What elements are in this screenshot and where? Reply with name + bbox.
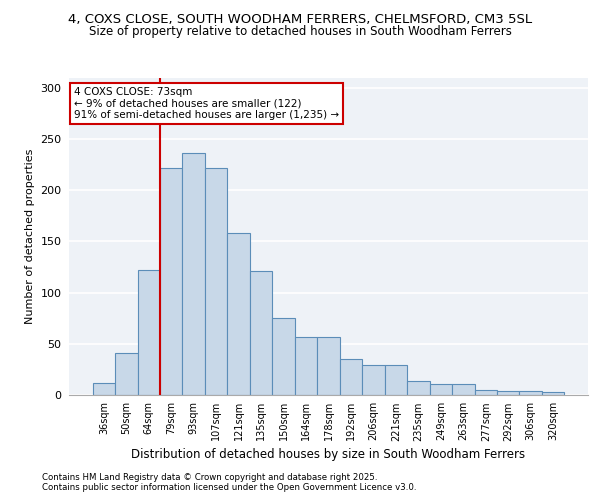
X-axis label: Distribution of detached houses by size in South Woodham Ferrers: Distribution of detached houses by size … — [131, 448, 526, 460]
Text: 4 COXS CLOSE: 73sqm
← 9% of detached houses are smaller (122)
91% of semi-detach: 4 COXS CLOSE: 73sqm ← 9% of detached hou… — [74, 87, 340, 120]
Bar — [362, 366, 385, 395]
Bar — [452, 384, 475, 395]
Bar — [340, 359, 362, 395]
Bar — [272, 318, 295, 395]
Bar — [520, 391, 542, 395]
Bar — [295, 336, 317, 395]
Text: Size of property relative to detached houses in South Woodham Ferrers: Size of property relative to detached ho… — [89, 25, 511, 38]
Bar — [227, 233, 250, 395]
Text: 4, COXS CLOSE, SOUTH WOODHAM FERRERS, CHELMSFORD, CM3 5SL: 4, COXS CLOSE, SOUTH WOODHAM FERRERS, CH… — [68, 12, 532, 26]
Bar — [115, 353, 137, 395]
Bar — [250, 271, 272, 395]
Bar — [475, 390, 497, 395]
Bar — [430, 384, 452, 395]
Bar — [407, 380, 430, 395]
Bar — [317, 336, 340, 395]
Text: Contains HM Land Registry data © Crown copyright and database right 2025.: Contains HM Land Registry data © Crown c… — [42, 472, 377, 482]
Bar — [137, 270, 160, 395]
Bar — [542, 392, 565, 395]
Y-axis label: Number of detached properties: Number of detached properties — [25, 148, 35, 324]
Bar — [205, 168, 227, 395]
Bar — [497, 391, 520, 395]
Bar — [385, 366, 407, 395]
Bar — [92, 382, 115, 395]
Bar — [160, 168, 182, 395]
Text: Contains public sector information licensed under the Open Government Licence v3: Contains public sector information licen… — [42, 482, 416, 492]
Bar — [182, 154, 205, 395]
